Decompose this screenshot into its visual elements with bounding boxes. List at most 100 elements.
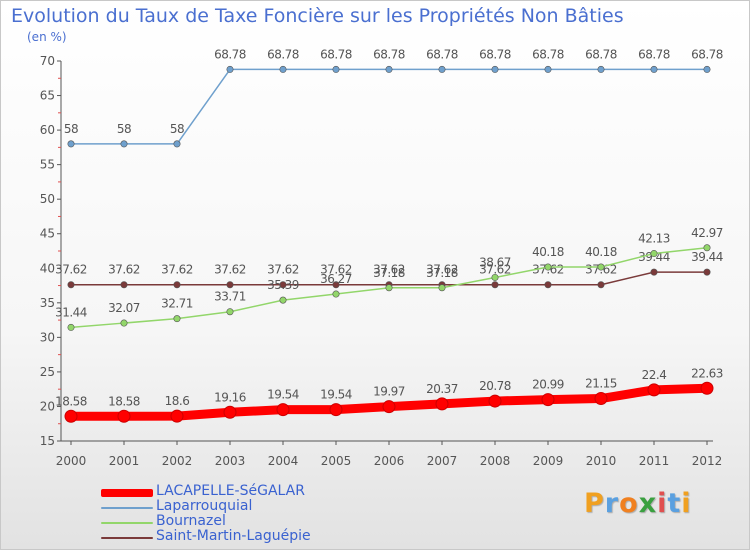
data-label: 21.15 xyxy=(585,377,617,391)
data-point xyxy=(117,409,131,423)
y-axis-unit-label: (en %) xyxy=(27,30,67,44)
data-point xyxy=(170,409,184,423)
data-point xyxy=(120,319,128,327)
data-label: 37.62 xyxy=(373,263,405,277)
data-label: 18.6 xyxy=(165,394,190,408)
data-label: 68.78 xyxy=(267,47,299,61)
x-tick-label: 2005 xyxy=(321,454,352,468)
legend-swatch xyxy=(101,489,153,497)
data-point xyxy=(597,281,605,289)
y-tick-label: 60 xyxy=(40,123,55,137)
data-point xyxy=(67,323,75,331)
data-label: 40.18 xyxy=(585,245,617,259)
data-label: 37.18 xyxy=(373,266,405,280)
x-tick-label: 2011 xyxy=(639,454,670,468)
data-label: 19.16 xyxy=(214,390,246,404)
data-point xyxy=(703,65,711,73)
x-tick-label: 2000 xyxy=(56,454,87,468)
logo-letter: o xyxy=(619,488,639,519)
data-point xyxy=(491,65,499,73)
data-point xyxy=(594,392,608,406)
x-tick-label: 2006 xyxy=(374,454,405,468)
data-label: 58 xyxy=(117,122,131,136)
data-point xyxy=(544,263,552,271)
data-label: 68.78 xyxy=(214,47,246,61)
data-point xyxy=(435,397,449,411)
data-label: 68.78 xyxy=(532,47,564,61)
data-point xyxy=(703,268,711,276)
logo-letter: i xyxy=(681,488,692,519)
data-label: 37.62 xyxy=(55,263,87,277)
data-label: 68.78 xyxy=(479,47,511,61)
data-point xyxy=(491,273,499,281)
data-label: 37.62 xyxy=(267,263,299,277)
data-label: 68.78 xyxy=(426,47,458,61)
data-point xyxy=(226,308,234,316)
data-point xyxy=(541,393,555,407)
y-tick-label: 55 xyxy=(40,158,55,172)
y-tick-label: 35 xyxy=(40,296,55,310)
x-tick-label: 2012 xyxy=(692,454,723,468)
x-tick-label: 2008 xyxy=(480,454,511,468)
data-point xyxy=(488,394,502,408)
legend-label: Saint-Martin-Laguépie xyxy=(156,528,311,544)
y-tick-label: 40 xyxy=(40,261,55,275)
data-point xyxy=(329,403,343,417)
data-point xyxy=(650,268,658,276)
data-point xyxy=(120,281,128,289)
data-point xyxy=(226,281,234,289)
data-point xyxy=(173,315,181,323)
data-label: 19.54 xyxy=(267,388,299,402)
data-point xyxy=(120,140,128,148)
legend-swatch xyxy=(101,537,153,539)
data-label: 20.37 xyxy=(426,382,458,396)
data-point xyxy=(226,65,234,73)
data-label: 39.44 xyxy=(638,250,670,264)
y-tick-label: 65 xyxy=(40,89,55,103)
data-label: 68.78 xyxy=(585,47,617,61)
data-label: 39.44 xyxy=(691,250,723,264)
y-tick-label: 70 xyxy=(40,54,55,68)
data-label: 19.97 xyxy=(373,385,405,399)
logo-letter: r xyxy=(604,488,620,519)
data-label: 37.18 xyxy=(426,266,458,280)
data-point xyxy=(597,263,605,271)
data-point xyxy=(173,140,181,148)
data-point xyxy=(223,405,237,419)
series-line xyxy=(70,68,708,145)
legend-label: Bournazel xyxy=(156,513,226,529)
data-point xyxy=(279,65,287,73)
data-label: 18.58 xyxy=(108,394,140,408)
data-label: 58 xyxy=(64,122,78,136)
y-tick-label: 20 xyxy=(40,399,55,413)
data-label: 37.62 xyxy=(108,263,140,277)
data-point xyxy=(279,281,287,289)
data-label: 68.78 xyxy=(373,47,405,61)
data-label: 18.58 xyxy=(55,394,87,408)
x-tick-label: 2009 xyxy=(533,454,564,468)
data-point xyxy=(647,383,661,397)
x-tick-label: 2002 xyxy=(162,454,193,468)
data-point xyxy=(544,65,552,73)
x-tick-label: 2004 xyxy=(268,454,299,468)
data-label: 68.78 xyxy=(638,47,670,61)
data-point xyxy=(650,65,658,73)
data-point xyxy=(544,281,552,289)
data-point xyxy=(67,140,75,148)
data-label: 37.62 xyxy=(214,263,246,277)
data-label: 68.78 xyxy=(691,47,723,61)
logo-letter: t xyxy=(667,488,682,519)
data-label: 37.62 xyxy=(426,263,458,277)
x-tick-label: 2001 xyxy=(109,454,140,468)
x-tick-label: 2003 xyxy=(215,454,246,468)
data-label: 31.44 xyxy=(55,305,87,319)
y-tick-label: 30 xyxy=(40,330,55,344)
data-point xyxy=(385,65,393,73)
data-label: 19.54 xyxy=(320,388,352,402)
data-label: 37.62 xyxy=(320,263,352,277)
legend-label: LACAPELLE-SéGALAR xyxy=(156,483,305,499)
data-label: 38.67 xyxy=(479,255,511,269)
data-point xyxy=(491,281,499,289)
